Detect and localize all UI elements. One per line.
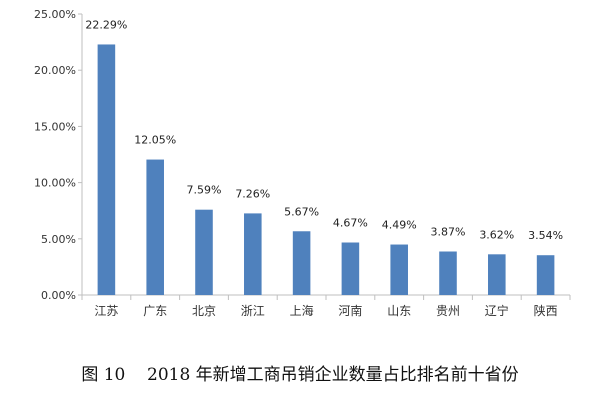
bar [292,231,311,295]
figure-caption: 图 10 2018 年新增工商吊销企业数量占比排名前十省份 [0,360,600,385]
data-label: 3.87% [431,226,466,239]
data-labels: 22.29% 12.05% 7.59% 7.26% 5.67% 4.67% 4.49% 3.8… [85,18,563,242]
category-label: 陕西 [534,303,558,318]
y-tick-label: 0.00% [41,289,76,302]
y-tick-label: 25.00% [34,8,76,21]
category-label: 辽宁 [485,303,509,318]
category-label: 贵州 [436,304,460,318]
data-label: 7.26% [235,187,270,200]
y-tick-label: 5.00% [41,233,76,246]
bar [488,254,506,295]
y-tick-label: 20.00% [34,64,76,77]
data-label: 7.59% [187,184,222,197]
category-label: 山东 [387,304,411,318]
y-tick-label: 15.00% [34,120,76,133]
category-label: 河南 [338,303,362,318]
category-label: 江苏 [94,304,118,318]
caption-prefix: 图 10 [81,365,126,385]
bar [341,242,360,295]
bar [244,213,262,295]
y-tick-label: 10.00% [34,177,76,190]
category-label: 浙江 [241,304,265,318]
data-label: 12.05% [134,134,176,147]
category-label: 广东 [143,304,167,318]
bar [439,251,457,295]
caption-text: 2018 年新增工商吊销企业数量占比排名前十省份 [147,365,519,385]
data-label: 4.49% [382,219,417,232]
data-label: 3.62% [479,228,514,241]
data-label: 3.54% [528,229,563,242]
bar [97,44,116,295]
bars [97,44,555,295]
data-label: 5.67% [284,205,319,218]
category-label: 上海 [290,303,314,318]
category-label: 北京 [192,304,216,318]
bar [536,255,555,295]
x-axis-categories: 江苏 广东 北京 浙江 上海 河南 山东 贵州 辽宁 陕西 [81,295,571,318]
bar [390,244,408,295]
data-label: 4.67% [333,217,368,230]
bar-chart: 0.00% 5.00% 10.00% 15.00% 20.00% 25.00% 22.29… [34,8,571,318]
bar [146,159,164,295]
data-label: 22.29% [85,18,127,31]
bar [195,209,213,295]
